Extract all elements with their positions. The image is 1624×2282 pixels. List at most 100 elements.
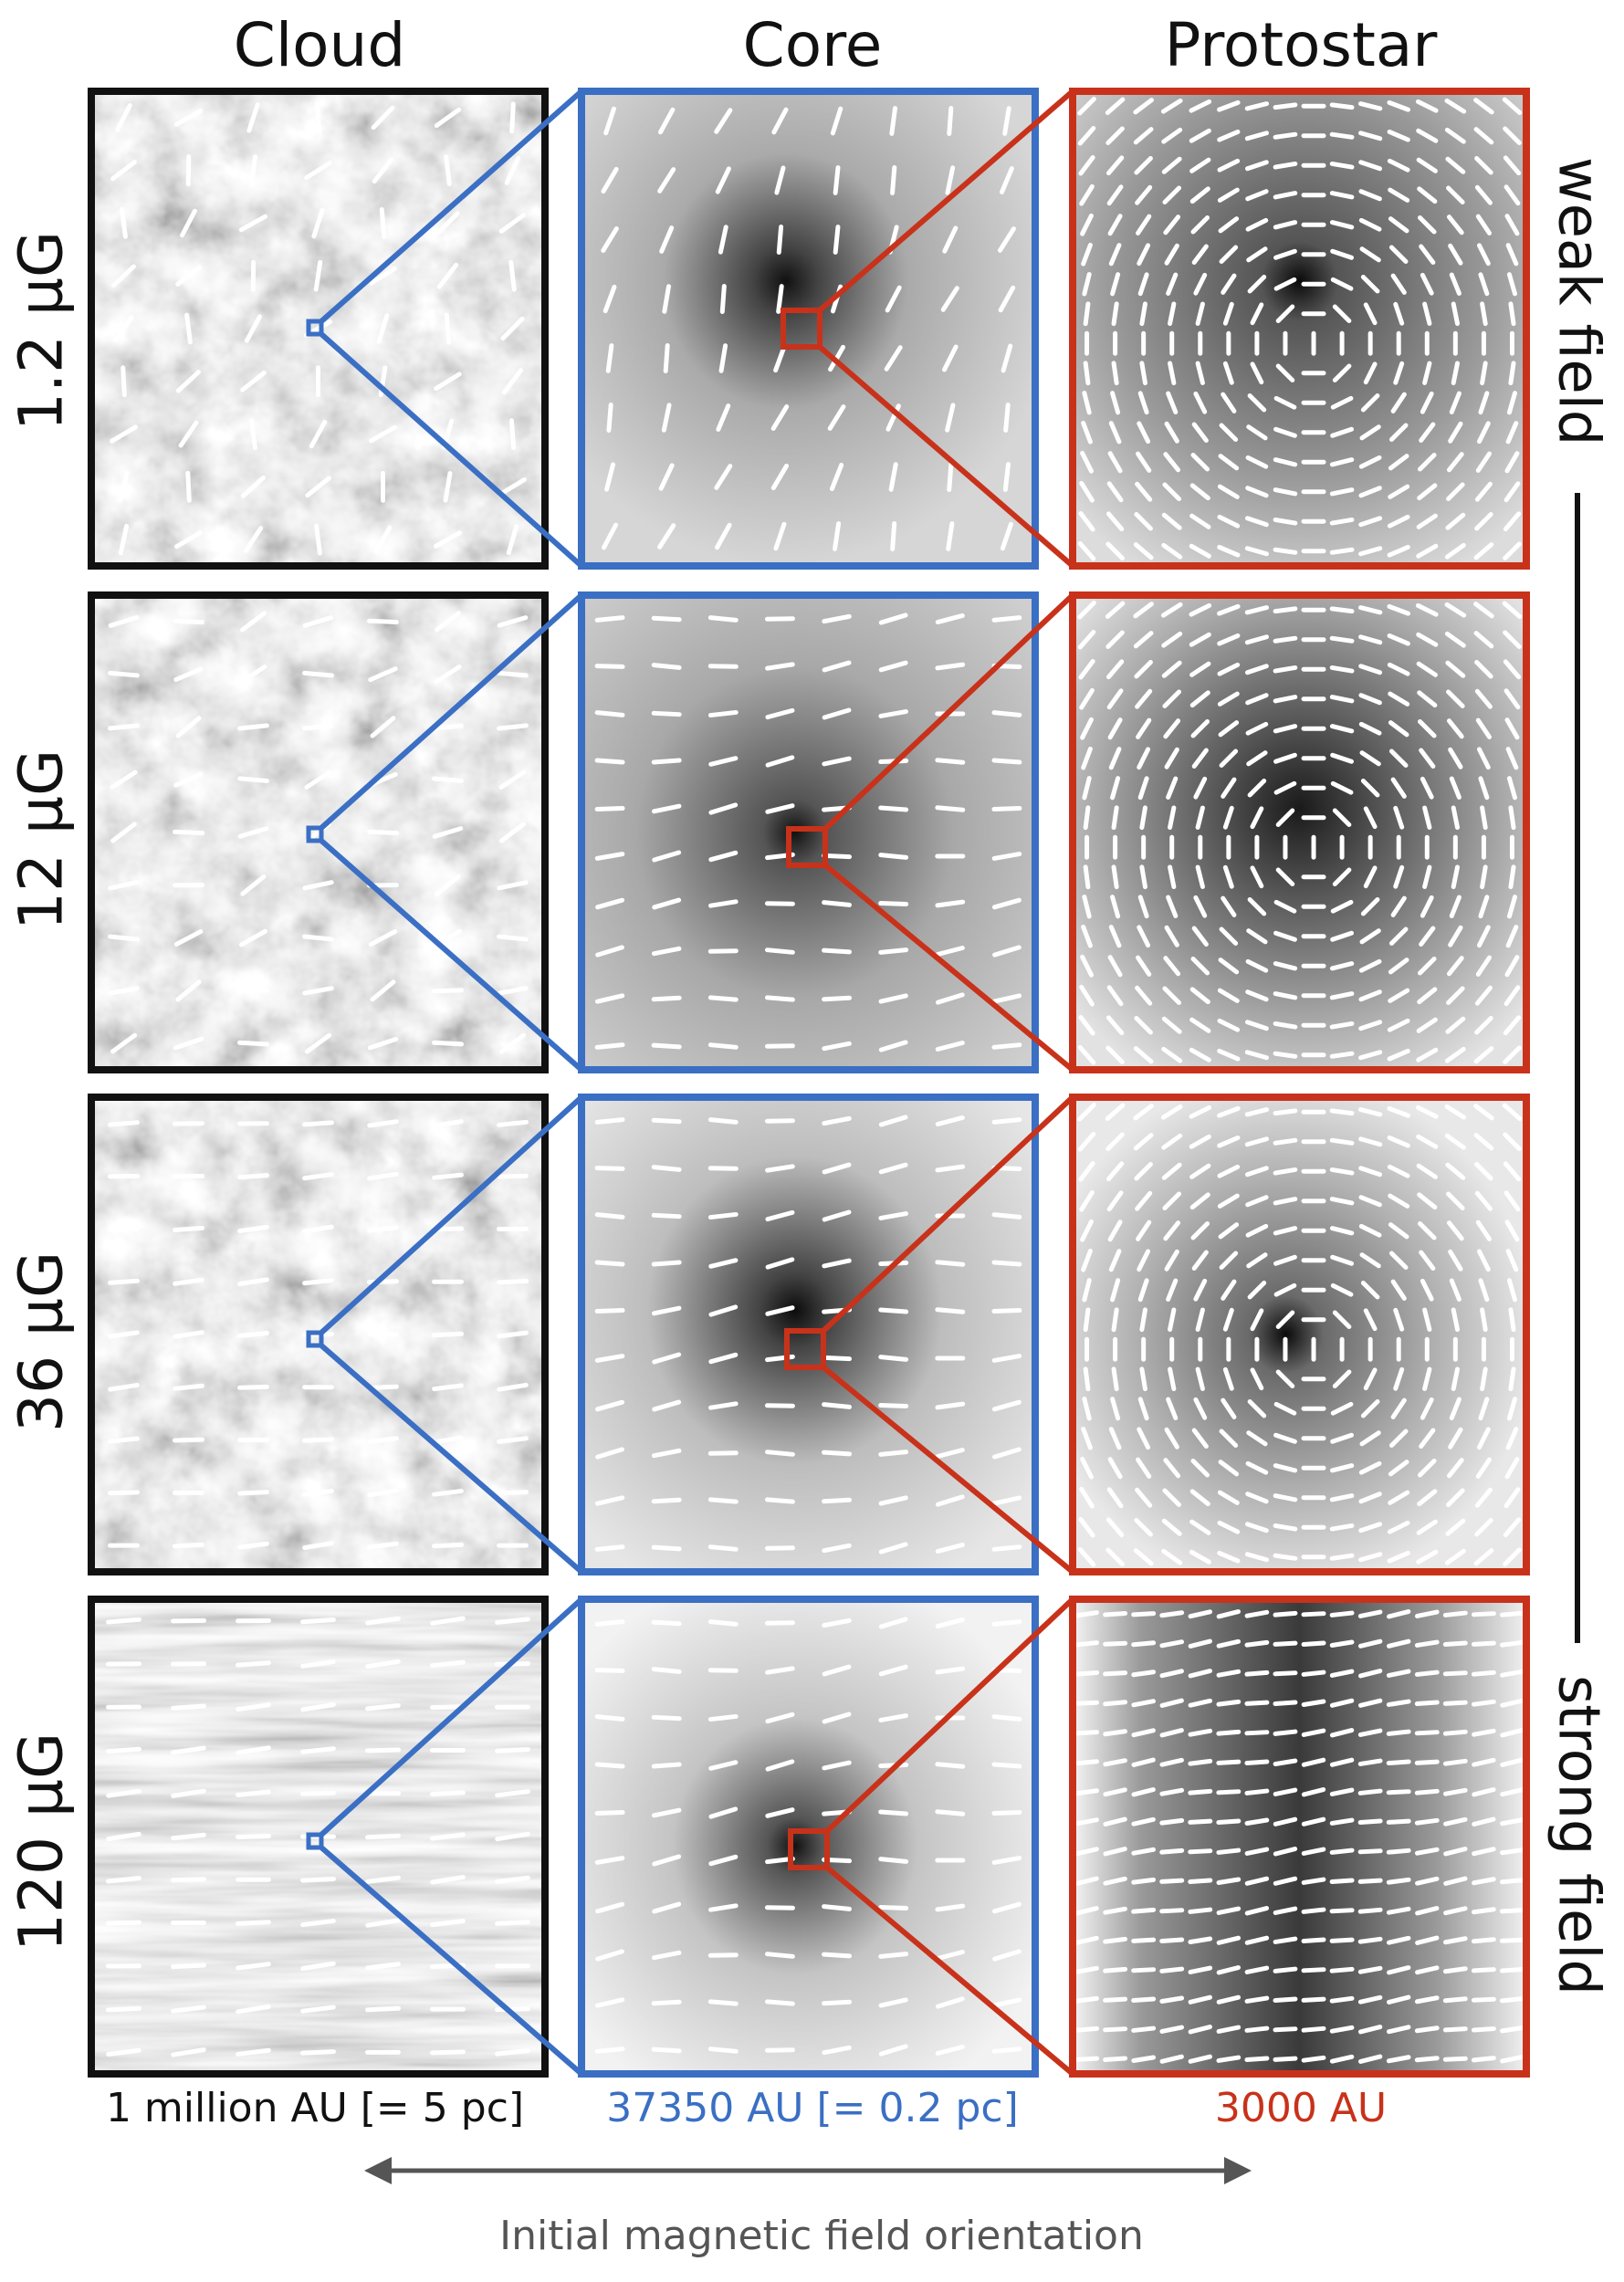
field-vector — [1135, 1190, 1153, 1211]
field-vector — [997, 226, 1016, 253]
field-vector — [367, 1036, 399, 1051]
field-vector — [1082, 272, 1092, 297]
field-vector — [1504, 1220, 1520, 1242]
field-vector — [991, 1212, 1022, 1220]
field-vector — [1415, 1876, 1440, 1886]
field-vector — [1190, 215, 1210, 235]
field-vector — [1358, 1020, 1383, 1031]
field-vector — [1246, 246, 1268, 263]
field-vector — [1415, 1965, 1440, 1975]
field-vector — [707, 1166, 739, 1171]
field-vector — [1217, 187, 1240, 203]
field-vector — [1301, 1877, 1326, 1885]
field-vector — [1301, 1937, 1326, 1944]
field-vector — [1442, 1610, 1468, 1617]
field-vector — [1386, 1729, 1411, 1736]
field-vector — [1195, 864, 1205, 889]
core-frame — [578, 1596, 1039, 2078]
field-vector — [659, 225, 675, 254]
field-vector — [1166, 895, 1179, 918]
field-vector — [1222, 1307, 1234, 1332]
field-vector — [1082, 391, 1092, 415]
field-vector — [991, 1544, 1022, 1552]
panel-cloud-row-1 — [88, 88, 583, 570]
field-vector — [1161, 542, 1183, 560]
field-vector — [594, 664, 625, 669]
field-vector — [1074, 1847, 1099, 1857]
field-vector — [1103, 1876, 1127, 1886]
field-vector — [1106, 1487, 1124, 1509]
field-vector — [1103, 1847, 1127, 1857]
field-vector — [1137, 1427, 1151, 1450]
field-vector — [1471, 1937, 1496, 1944]
field-vector — [1476, 243, 1491, 267]
field-vector — [765, 803, 795, 814]
field-vector — [1244, 1700, 1270, 1706]
field-vector — [822, 1450, 853, 1457]
field-vector — [1388, 216, 1409, 234]
field-vector — [1273, 1051, 1298, 1059]
field-vector — [1111, 864, 1119, 890]
field-vector — [1422, 1366, 1432, 1391]
field-vector — [1244, 2056, 1270, 2063]
field-vector — [1358, 455, 1382, 469]
field-vector — [1137, 421, 1151, 445]
field-vector — [1245, 958, 1269, 973]
field-vector — [1332, 1310, 1352, 1330]
field-vector — [1188, 1669, 1212, 1679]
field-vector — [173, 666, 204, 683]
field-vector — [1105, 511, 1125, 532]
field-vector — [1221, 777, 1237, 799]
field-vector — [1414, 1995, 1440, 2005]
field-vector — [1387, 1994, 1411, 2005]
field-vector — [1161, 1133, 1183, 1150]
zoom-connector — [320, 331, 583, 569]
field-vector — [1475, 451, 1493, 473]
field-vector — [1077, 1546, 1096, 1567]
field-vector — [1189, 690, 1210, 708]
field-vector — [1503, 1517, 1522, 1538]
field-vector — [1107, 1457, 1123, 1480]
cloud-frame — [88, 1596, 549, 2078]
field-vector — [1502, 601, 1523, 619]
field-vector — [1388, 691, 1410, 707]
field-vector — [594, 615, 625, 623]
field-vector — [594, 1762, 625, 1769]
field-vector — [945, 165, 956, 195]
field-vector — [1359, 1430, 1381, 1447]
field-vector — [1105, 1015, 1125, 1036]
field-vector — [1107, 451, 1123, 474]
field-vector — [1386, 2025, 1411, 2035]
field-vector — [1250, 806, 1264, 830]
field-vector — [1137, 776, 1149, 801]
field-vector — [1500, 1996, 1524, 2004]
field-vector — [1077, 540, 1096, 561]
field-vector — [1330, 426, 1355, 438]
field-vector — [1273, 1282, 1297, 1297]
field-vector — [1473, 1046, 1494, 1064]
field-vector — [595, 1399, 625, 1412]
field-vector — [1358, 1166, 1383, 1178]
field-vector — [1358, 1223, 1382, 1238]
zoom-connector — [320, 1845, 583, 2077]
field-vector — [1446, 1458, 1464, 1479]
field-vector — [1500, 1757, 1524, 1767]
field-vector — [1416, 632, 1439, 647]
field-vector — [185, 470, 192, 503]
field-vector — [300, 1746, 336, 1754]
field-vector — [1074, 2056, 1100, 2062]
field-vector — [1415, 602, 1439, 617]
field-vector — [1386, 1699, 1411, 1707]
field-vector — [1245, 1195, 1269, 1208]
field-vector — [707, 1401, 739, 1410]
field-vector — [1131, 1907, 1157, 1914]
field-vector — [822, 1952, 853, 1959]
field-vector — [1414, 1670, 1440, 1677]
field-vector — [435, 211, 460, 236]
field-vector — [1358, 634, 1383, 645]
field-vector — [1136, 1457, 1152, 1479]
field-vector — [1159, 2025, 1184, 2034]
field-vector — [1166, 1278, 1179, 1302]
field-vector — [1500, 1698, 1524, 1708]
field-vector — [1247, 1398, 1267, 1418]
